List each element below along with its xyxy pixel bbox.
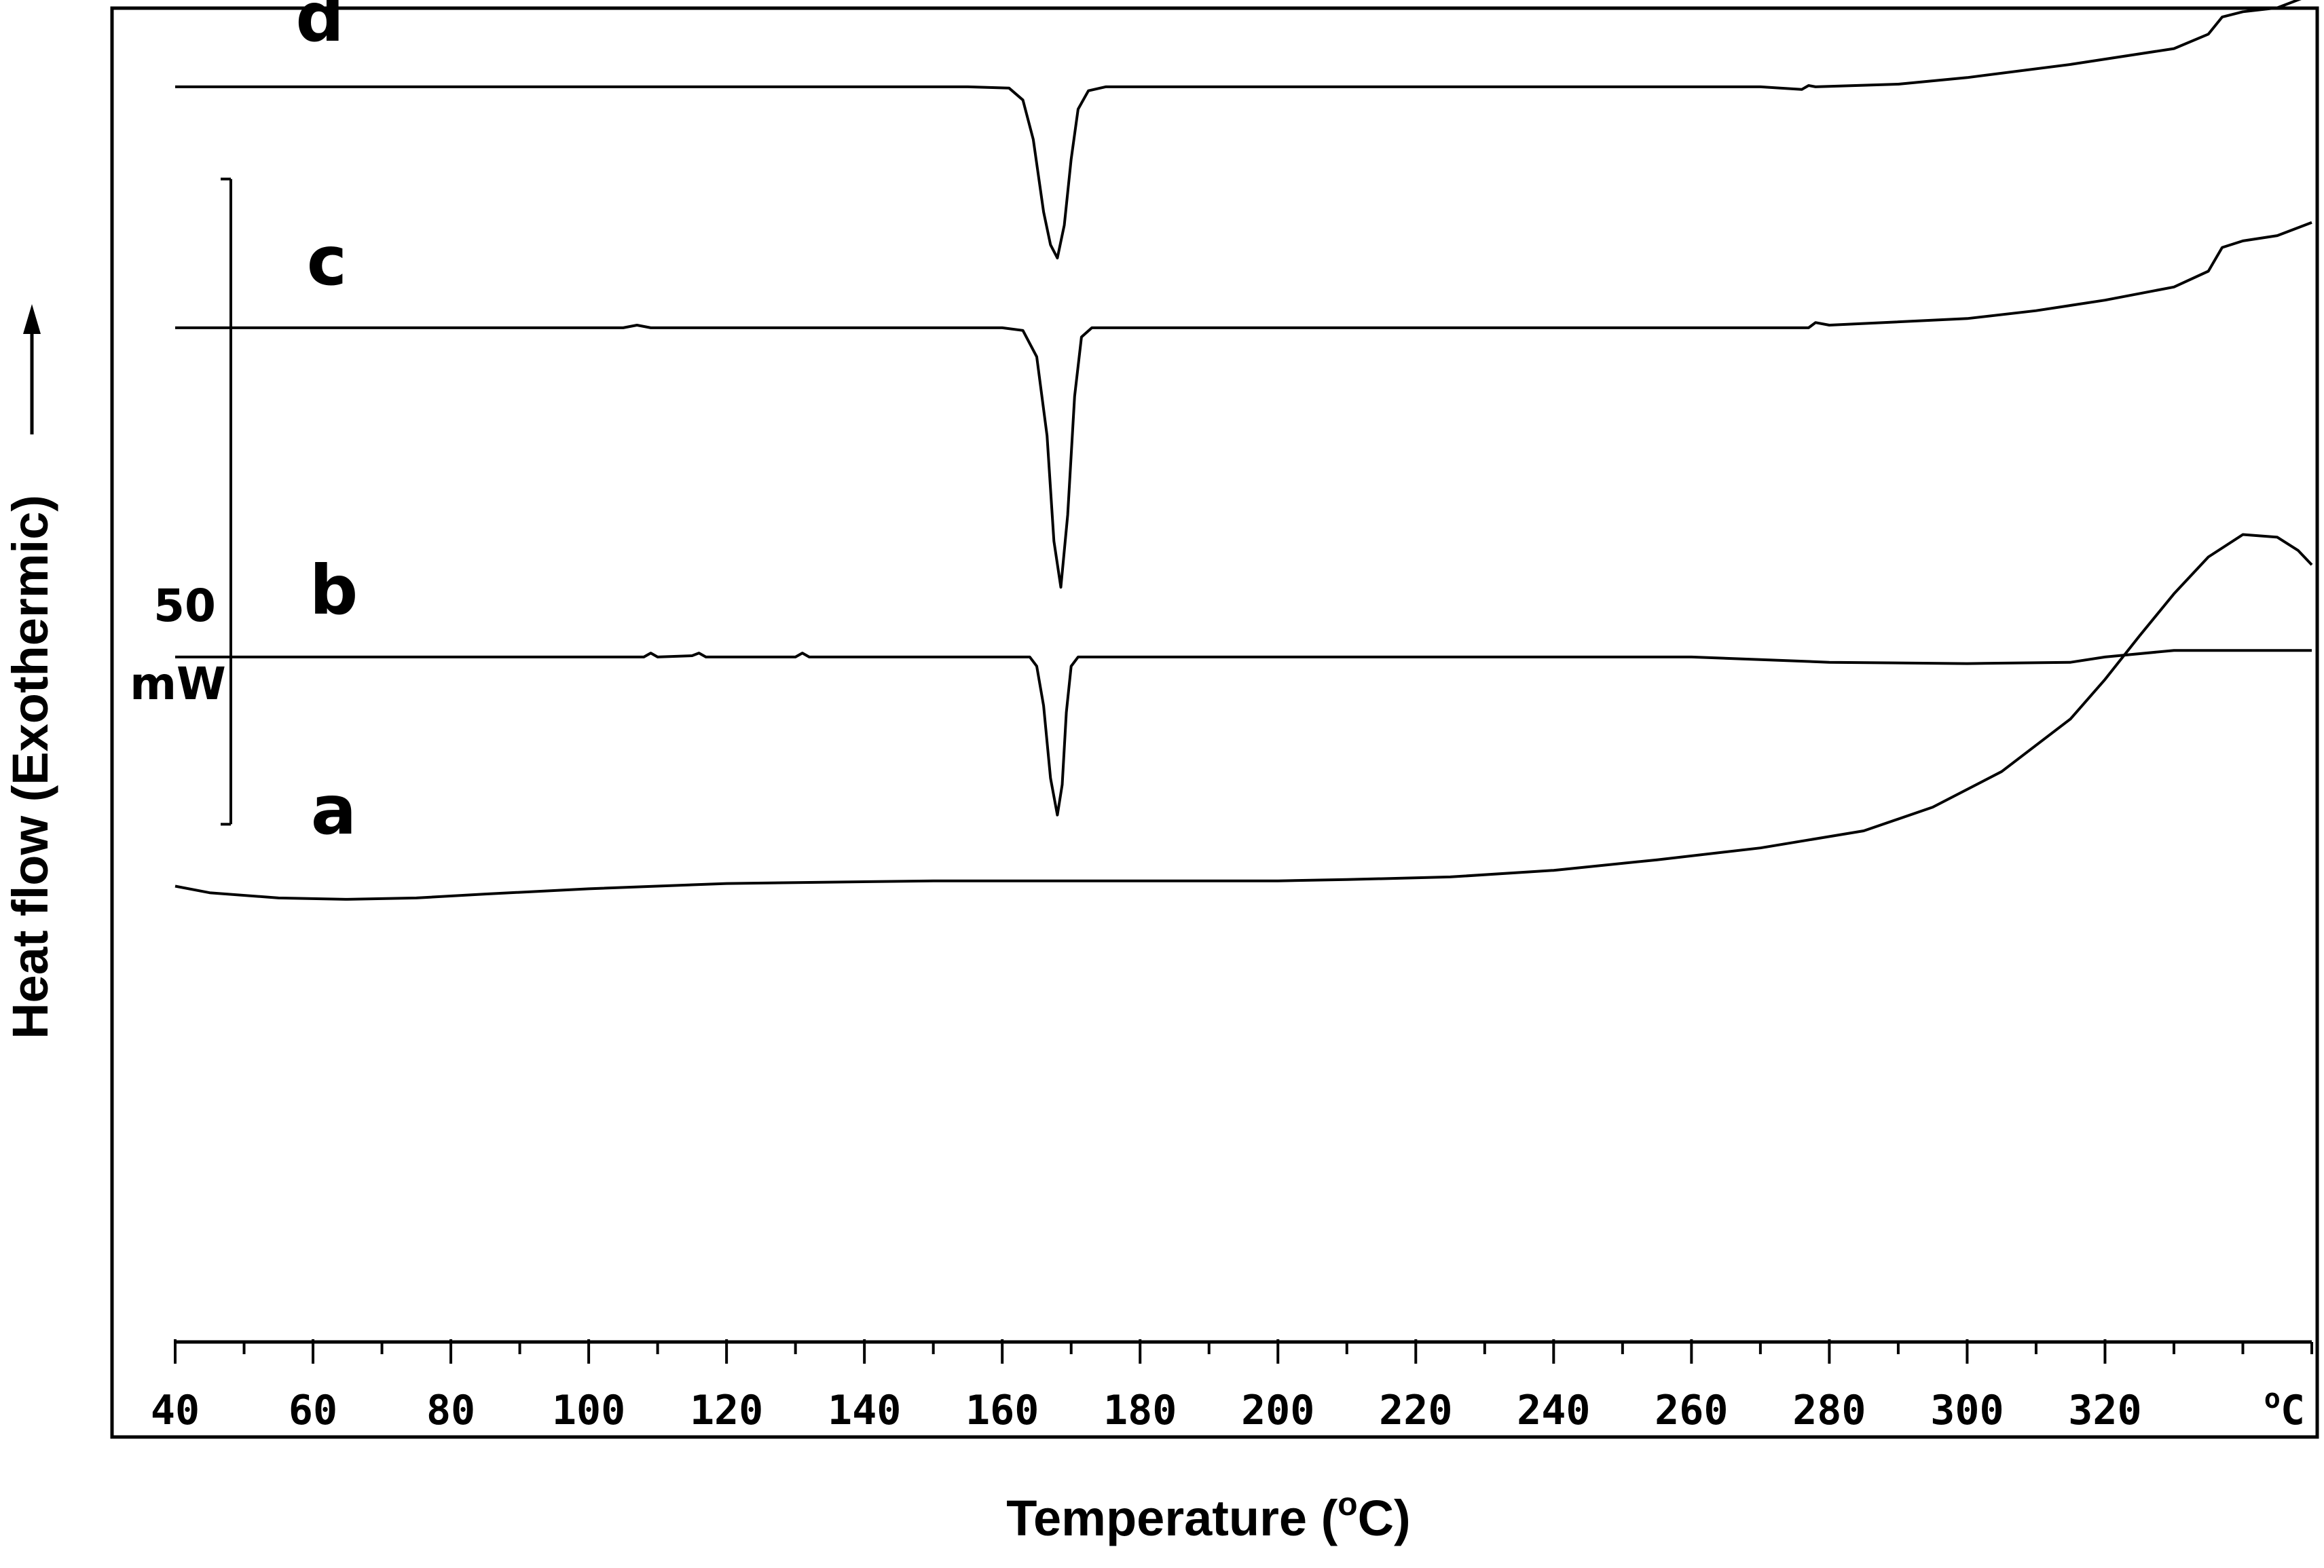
curve-label-a: a [311, 770, 356, 850]
series-line-d [175, 0, 2302, 260]
scale-bar: 50 mW [130, 177, 232, 826]
x-tick-label: 300 [1930, 1387, 2004, 1434]
plot-frame [110, 6, 2319, 1439]
x-axis-ticks [174, 1339, 2313, 1364]
x-tick-label: 220 [1379, 1387, 1452, 1434]
x-axis-title: Temperature (oC) [1006, 1487, 1410, 1546]
scale-bar-unit: mW [130, 658, 226, 710]
x-tick-label: 180 [1103, 1387, 1177, 1434]
series-line-b [175, 649, 2312, 817]
x-axis-title-end: C) [1358, 1490, 1411, 1546]
x-tick-label: 280 [1792, 1387, 1866, 1434]
x-tick-label: 140 [828, 1387, 901, 1434]
x-tick-label: 60 [289, 1387, 337, 1434]
series-lines [174, 0, 2313, 901]
x-tick-label: 240 [1517, 1387, 1590, 1434]
x-tick-label: 100 [552, 1387, 625, 1434]
x-tick-label: 120 [690, 1387, 763, 1434]
curve-label-c: c [307, 221, 347, 301]
series-line-a [174, 533, 2313, 901]
scale-bar-value: 50 [153, 580, 216, 632]
x-axis-title-degree: o [1338, 1487, 1357, 1523]
y-axis-title: Heat flow (Exothermic) [2, 495, 58, 1039]
y-axis-arrow-head [23, 304, 41, 334]
x-tick-label: 200 [1241, 1387, 1314, 1434]
x-tick-label: 260 [1655, 1387, 1728, 1434]
x-tick-label: 80 [426, 1387, 475, 1434]
x-tick-label: 160 [965, 1387, 1039, 1434]
curve-labels: a b c d [295, 0, 358, 850]
curve-label-b: b [310, 550, 358, 630]
y-axis-arrow [23, 304, 41, 434]
y-axis-title-group: Heat flow (Exothermic) [2, 495, 58, 1039]
x-axis-title-main: Temperature ( [1006, 1490, 1338, 1546]
x-tick-label: 320 [2068, 1387, 2141, 1434]
x-axis-unit-letter: C [2281, 1387, 2305, 1434]
x-axis-unit-degree: o [2264, 1383, 2281, 1415]
x-axis-tick-labels: 40 60 80 100 120 140 160 180 200 220 240 260 280 300 3… [151, 1387, 2142, 1434]
series-line-c [175, 221, 2312, 589]
x-axis-unit-label: oC [2264, 1383, 2305, 1434]
x-tick-label: 40 [151, 1387, 200, 1434]
curve-label-d: d [295, 0, 344, 57]
